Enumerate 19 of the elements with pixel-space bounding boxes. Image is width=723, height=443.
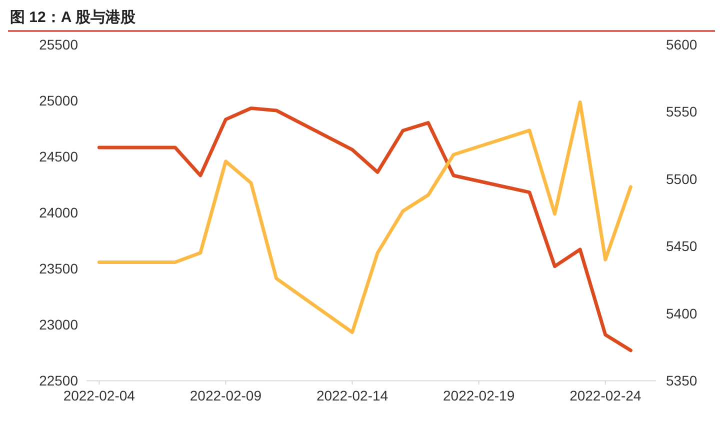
y2-tick-label: 5450 xyxy=(666,238,698,254)
y2-tick-label: 5350 xyxy=(666,372,698,389)
y2-tick-label: 5550 xyxy=(666,104,698,120)
y-tick-label: 24500 xyxy=(39,148,78,164)
y-tick-label: 23500 xyxy=(39,260,78,277)
y-tick-label: 24000 xyxy=(39,204,78,220)
x-tick-label: 2022-02-14 xyxy=(316,388,388,404)
y2-tick-label: 5400 xyxy=(666,305,698,322)
y-tick-label: 25500 xyxy=(39,36,78,52)
y-tick-label: 23000 xyxy=(39,316,78,333)
x-tick-label: 2022-02-19 xyxy=(443,388,515,404)
y2-tick-label: 5600 xyxy=(666,36,698,52)
x-tick-label: 2022-02-09 xyxy=(190,388,262,404)
x-tick-label: 2022-02-04 xyxy=(63,388,136,404)
y-tick-label: 22500 xyxy=(39,372,78,389)
y2-tick-label: 5500 xyxy=(666,170,698,187)
chart-title: 图 12：A 股与港股 xyxy=(10,9,136,26)
y-tick-label: 25000 xyxy=(39,92,78,108)
x-tick-label: 2022-02-24 xyxy=(570,388,642,404)
